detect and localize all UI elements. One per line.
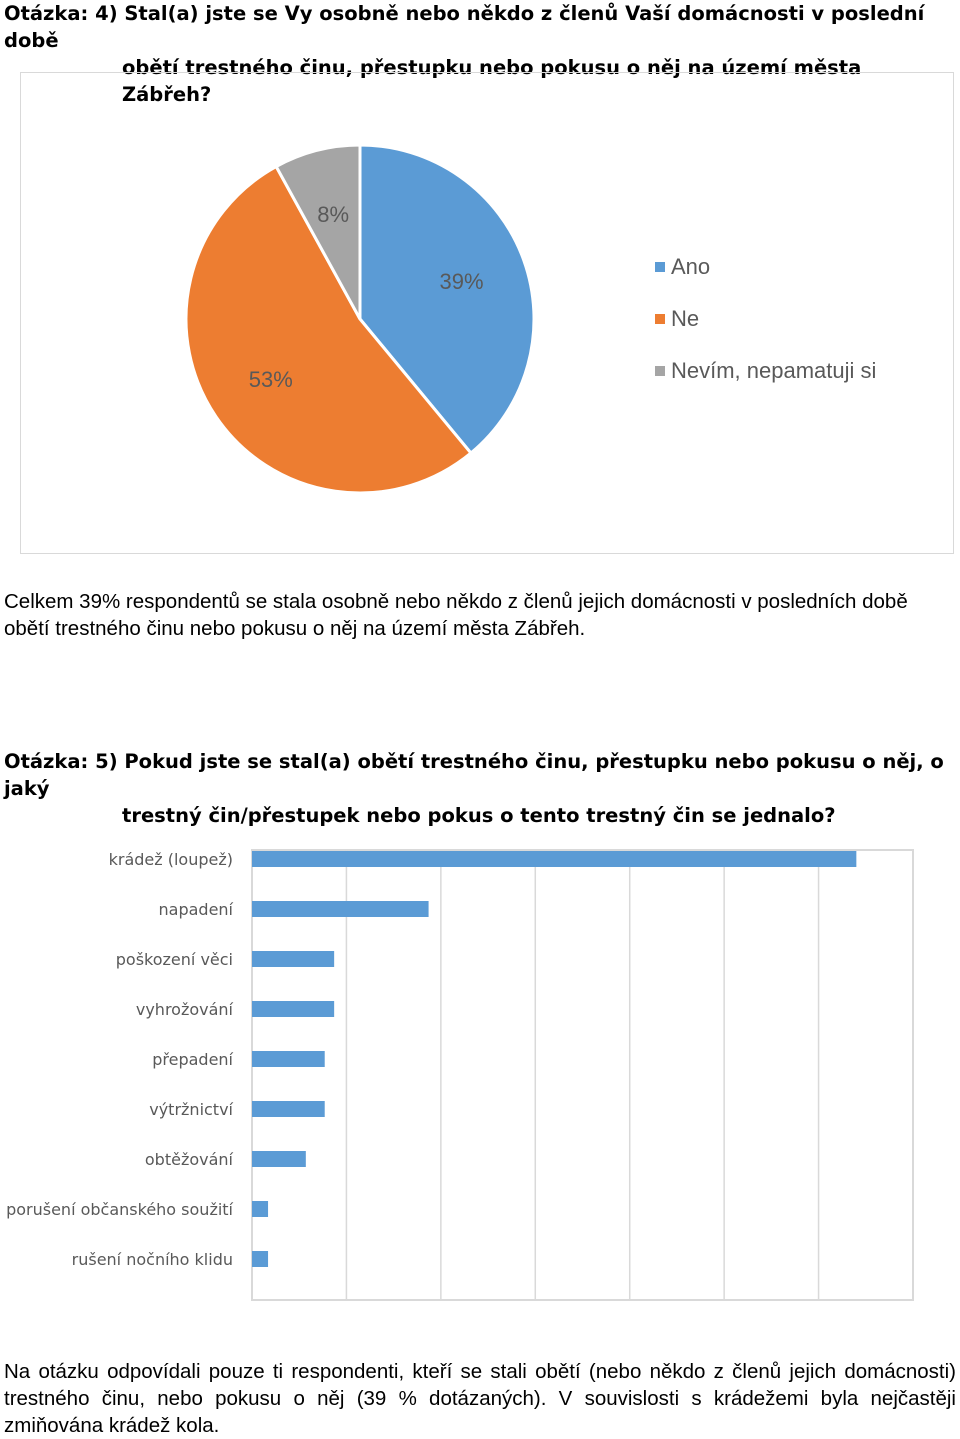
bar-category-label: vyhrožování bbox=[136, 1000, 234, 1019]
bar-chart: krádež (loupež) napadení poškození věci vyh… bbox=[6, 849, 914, 1301]
pie-data-label-2: 53% bbox=[248, 366, 293, 392]
pie-legend-swatch bbox=[655, 262, 665, 272]
pie-legend-item-1: Ano bbox=[655, 241, 876, 293]
pie-data-label-3: 8% bbox=[317, 201, 350, 227]
bar-category-label: obtěžování bbox=[145, 1150, 234, 1169]
bar-category-label: napadení bbox=[159, 900, 234, 919]
pie-legend-label: Ano bbox=[671, 254, 711, 279]
question-4-line-1: Otázka: 4) Stal(a) jste se Vy osobně neb… bbox=[4, 2, 925, 52]
bar-9 bbox=[252, 1251, 269, 1267]
pie-chart-frame: 39% 53% 8% Ano Ne Nevím, nepamatuji si bbox=[20, 72, 954, 554]
summary-paragraph-2: Na otázku odpovídali pouze ti respondent… bbox=[4, 1360, 956, 1437]
pie-legend-swatch bbox=[655, 366, 665, 376]
bar-category-label: krádež (loupež) bbox=[109, 850, 233, 869]
bar-category-label: přepadení bbox=[152, 1050, 233, 1069]
pie-legend-swatch bbox=[655, 314, 665, 324]
bar-category-label: výtržnictví bbox=[149, 1100, 233, 1119]
bar-category-label: rušení nočního klidu bbox=[72, 1250, 233, 1269]
pie-chart bbox=[184, 143, 536, 495]
bar-1 bbox=[252, 851, 857, 867]
pie-slice-2 bbox=[184, 164, 474, 495]
bar-category-label: poškození věci bbox=[116, 950, 233, 969]
pie-slice-3 bbox=[274, 143, 362, 320]
pie-legend-label: Ne bbox=[671, 306, 700, 331]
pie-slice-1 bbox=[358, 143, 536, 456]
bar-5 bbox=[252, 1051, 325, 1067]
pie-legend-item-2: Ne bbox=[655, 293, 876, 345]
pie-legend-label: Nevím, nepamatuji si bbox=[671, 358, 877, 383]
pie-data-label-1: 39% bbox=[439, 269, 484, 295]
bar-2 bbox=[252, 901, 429, 917]
bar-6 bbox=[252, 1101, 325, 1117]
bar-4 bbox=[252, 1001, 335, 1017]
bar-3 bbox=[252, 951, 335, 967]
pie-legend-item-3: Nevím, nepamatuji si bbox=[655, 345, 876, 397]
pie-legend: Ano Ne Nevím, nepamatuji si bbox=[655, 241, 876, 397]
summary-paragraph-1: Celkem 39% respondentů se stala osobně n… bbox=[4, 590, 908, 640]
bar-8 bbox=[252, 1201, 269, 1217]
question-5-line-2: trestný čin/přestupek nebo pokus o tento… bbox=[122, 804, 836, 827]
bar-category-label: porušení občanského soužití bbox=[6, 1200, 233, 1219]
question-5-line-1: Otázka: 5) Pokud jste se stal(a) obětí t… bbox=[4, 750, 944, 800]
bar-plot-area bbox=[251, 849, 914, 1301]
question-4-line-2: obětí trestného činu, přestupku nebo pok… bbox=[122, 56, 862, 106]
bar-chart-frame: krádež (loupež) napadení poškození věci vyh… bbox=[0, 840, 960, 1310]
question-5-heading: Otázka: 5) Pokud jste se stal(a) obětí t… bbox=[4, 748, 956, 829]
question-4-heading: Otázka: 4) Stal(a) jste se Vy osobně neb… bbox=[4, 0, 956, 108]
bar-7 bbox=[252, 1151, 306, 1167]
